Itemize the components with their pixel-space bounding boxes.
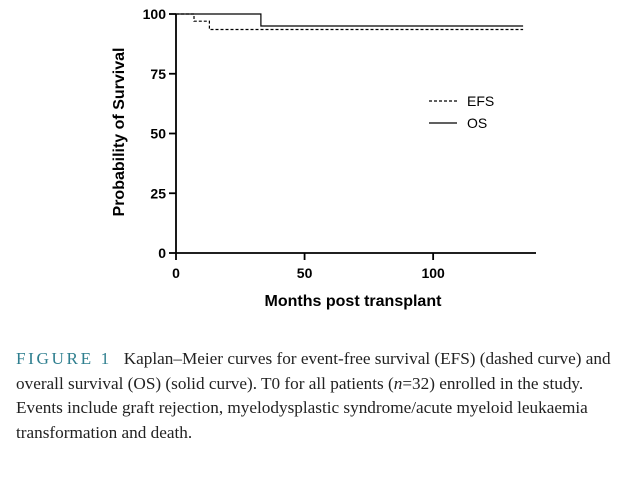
y-tick-label-100: 100 <box>143 6 167 22</box>
x-axis-title: Months post transplant <box>265 293 443 310</box>
legend: EFS OS <box>429 93 494 131</box>
y-axis-title: Probability of Survival <box>111 48 128 217</box>
y-tick-label-0: 0 <box>158 245 166 261</box>
series-os-line <box>176 13 524 27</box>
legend-label-os: OS <box>467 115 487 131</box>
axes: 0 25 50 75 100 0 50 100 <box>143 6 536 281</box>
x-tick-label-0: 0 <box>172 265 180 281</box>
x-tick-label-50: 50 <box>297 265 313 281</box>
y-tick-label-50: 50 <box>150 126 166 142</box>
caption-n-variable: n <box>393 373 403 393</box>
caption-text: Kaplan–Meier curves for event-free survi… <box>16 349 611 393</box>
figure-caption: FIGURE 1 Kaplan–Meier curves for event-fr… <box>16 347 628 445</box>
x-tick-label-100: 100 <box>421 265 445 281</box>
plot-area <box>176 13 524 31</box>
y-tick-label-25: 25 <box>150 185 166 201</box>
km-chart: 0 25 50 75 100 0 50 100 EFS OS Probability of Su… <box>111 6 536 310</box>
caption-text-rest: =32) enrolled in the study. Events inclu… <box>16 373 588 442</box>
series-efs-line <box>176 13 524 31</box>
figure-label: FIGURE 1 <box>16 349 112 368</box>
y-tick-label-75: 75 <box>150 66 166 82</box>
legend-label-efs: EFS <box>467 93 494 109</box>
